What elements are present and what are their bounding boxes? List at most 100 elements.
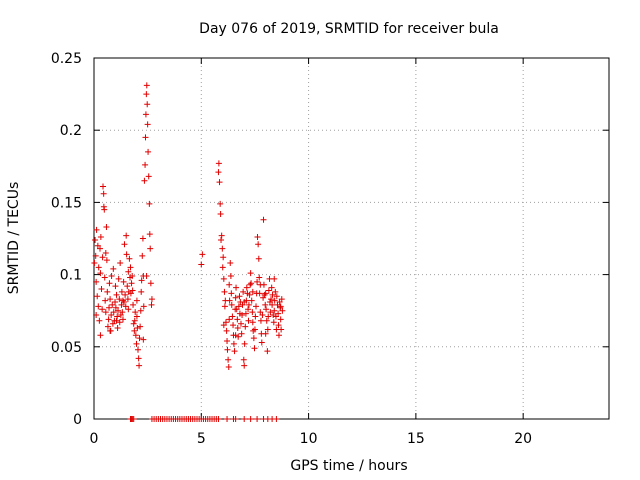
- x-tick-label: 0: [90, 431, 99, 447]
- data-point: [248, 297, 255, 304]
- data-point: [235, 303, 242, 310]
- data-point: [103, 257, 110, 264]
- data-point: [131, 317, 138, 324]
- data-point: [110, 265, 117, 272]
- x-axis-label: GPS time / hours: [290, 458, 407, 474]
- data-point: [124, 296, 131, 303]
- data-point: [108, 312, 115, 319]
- data-point: [221, 288, 228, 295]
- data-point: [234, 316, 241, 323]
- data-point: [240, 356, 247, 363]
- data-point: [107, 296, 114, 303]
- data-point: [275, 310, 282, 317]
- data-point: [230, 340, 237, 347]
- data-point: [271, 275, 278, 282]
- data-point: [148, 296, 155, 303]
- data-point: [123, 251, 130, 258]
- data-point: [130, 416, 137, 422]
- data-point: [100, 183, 107, 190]
- data-point: [220, 275, 227, 282]
- data-point: [269, 291, 276, 298]
- data-point: [226, 297, 233, 304]
- data-point: [229, 313, 236, 320]
- data-point: [129, 287, 136, 294]
- data-point: [262, 301, 269, 308]
- data-point: [97, 245, 104, 252]
- data-point: [133, 340, 140, 347]
- data-point: [133, 297, 140, 304]
- data-point: [140, 336, 147, 343]
- data-point: [117, 260, 124, 267]
- data-point: [99, 254, 106, 261]
- data-point: [273, 293, 280, 300]
- data-point: [231, 348, 238, 355]
- data-point: [118, 301, 125, 308]
- data-point: [115, 275, 122, 282]
- data-point: [109, 320, 116, 327]
- data-point: [142, 111, 149, 118]
- data-point: [233, 284, 240, 291]
- data-point: [272, 288, 279, 295]
- axis-ticks: 0 0.05 0.1 0.15 0.2 0.25 0 5 10 15 20: [51, 51, 609, 447]
- data-point: [139, 252, 146, 259]
- data-point: [219, 264, 226, 271]
- data-point: [243, 284, 250, 291]
- data-point: [261, 291, 268, 298]
- data-point: [112, 299, 119, 306]
- data-point: [93, 226, 100, 233]
- data-point: [217, 200, 224, 207]
- data-point: [255, 255, 262, 262]
- data-point: [236, 293, 243, 300]
- data-point: [121, 299, 128, 306]
- data-point: [119, 309, 126, 316]
- data-point: [257, 281, 264, 288]
- data-point: [93, 278, 100, 285]
- data-point: [134, 346, 141, 353]
- data-point: [110, 309, 117, 316]
- data-point: [215, 160, 222, 167]
- data-point: [128, 280, 135, 287]
- data-point: [106, 304, 113, 311]
- y-tick-label: 0.2: [60, 123, 82, 139]
- data-point: [256, 274, 263, 281]
- data-point: [251, 345, 258, 352]
- data-point: [245, 317, 252, 324]
- data-point: [103, 223, 110, 230]
- data-point: [104, 288, 111, 295]
- data-point: [260, 216, 267, 223]
- data-point: [255, 241, 262, 248]
- data-point: [227, 260, 234, 267]
- data-point: [148, 301, 155, 308]
- data-point: [134, 325, 141, 332]
- data-point: [239, 312, 246, 319]
- data-point: [218, 232, 225, 239]
- chart-title: Day 076 of 2019, SRMTID for receiver bul…: [199, 21, 499, 37]
- data-point: [113, 291, 120, 298]
- data-point: [199, 251, 206, 258]
- data-point: [254, 416, 261, 422]
- data-point: [269, 301, 276, 308]
- data-point: [114, 313, 121, 320]
- data-point: [232, 416, 239, 422]
- data-point: [92, 236, 99, 243]
- x-tick-label: 15: [407, 431, 425, 447]
- data-point: [220, 254, 227, 261]
- data-point: [133, 313, 140, 320]
- plot-frame: [93, 57, 610, 420]
- data-point: [265, 313, 272, 320]
- data-point: [108, 273, 115, 280]
- data-point: [198, 261, 205, 268]
- data-point: [270, 319, 277, 326]
- data-point: [230, 322, 237, 329]
- data-point: [249, 309, 256, 316]
- data-point: [223, 327, 230, 334]
- data-point: [217, 210, 224, 217]
- data-point: [138, 277, 145, 284]
- data-point: [237, 320, 244, 327]
- data-point: [241, 416, 248, 422]
- data-point: [123, 232, 130, 239]
- data-point: [94, 293, 101, 300]
- data-point: [264, 348, 271, 355]
- data-point: [264, 326, 271, 333]
- data-point: [122, 291, 129, 298]
